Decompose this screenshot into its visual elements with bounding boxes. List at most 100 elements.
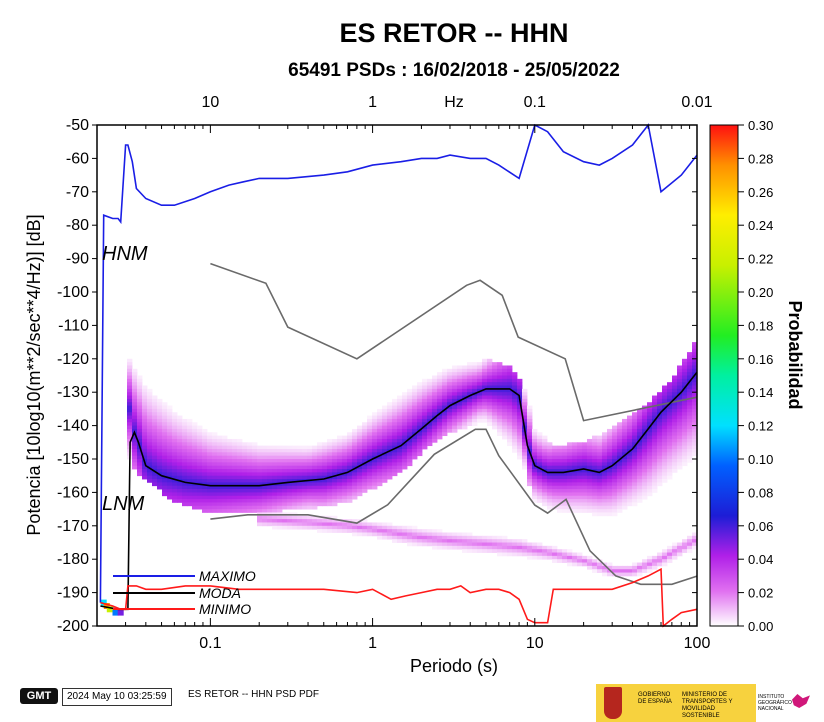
density-cell xyxy=(332,499,338,503)
density-cell xyxy=(672,435,678,440)
density-cell xyxy=(157,479,163,483)
density-cell xyxy=(137,455,143,460)
density-cell xyxy=(667,428,673,433)
density-cell xyxy=(287,459,293,463)
density-cell xyxy=(557,445,563,450)
density-cell xyxy=(322,489,328,493)
density-cell xyxy=(627,452,633,457)
density-cell xyxy=(407,459,413,463)
density-cell xyxy=(212,502,218,507)
density-cell xyxy=(627,418,633,423)
density-cell xyxy=(627,469,633,473)
density-cell xyxy=(352,522,358,527)
density-cell xyxy=(142,422,148,426)
density-cell xyxy=(662,398,668,403)
density-cell xyxy=(612,512,618,517)
density-cell xyxy=(492,405,498,410)
density-cell xyxy=(262,492,268,497)
density-cell xyxy=(417,442,423,447)
density-cell xyxy=(632,495,638,500)
density-cell xyxy=(637,442,643,447)
density-cell xyxy=(312,459,318,463)
density-cell xyxy=(272,499,278,503)
density-cell xyxy=(237,442,243,447)
density-cell xyxy=(197,469,203,473)
density-cell xyxy=(482,392,488,396)
density-cell xyxy=(552,475,558,480)
density-cell xyxy=(522,398,528,403)
ign-mark-icon xyxy=(792,694,810,708)
density-cell xyxy=(507,422,513,426)
density-cell xyxy=(557,552,563,557)
density-cell xyxy=(672,448,678,453)
density-cell xyxy=(452,378,458,383)
density-cell xyxy=(402,402,408,406)
density-cell xyxy=(627,465,633,470)
density-cell xyxy=(277,462,283,467)
density-cell xyxy=(467,535,473,540)
density-cell xyxy=(547,452,553,457)
density-cell xyxy=(137,432,143,437)
density-cell xyxy=(567,489,573,493)
density-cell xyxy=(467,375,473,380)
density-cell xyxy=(647,462,653,467)
density-cell xyxy=(197,425,203,430)
density-cell xyxy=(342,499,348,503)
density-cell xyxy=(192,425,198,430)
density-cell xyxy=(392,408,398,413)
density-cell xyxy=(502,549,508,553)
density-cell xyxy=(567,559,573,563)
density-cell xyxy=(177,455,183,460)
density-cell xyxy=(292,445,298,450)
density-cell xyxy=(422,438,428,443)
density-cell xyxy=(417,405,423,410)
density-cell xyxy=(682,392,688,396)
density-cell xyxy=(142,475,148,480)
density-cell xyxy=(497,375,503,380)
density-cell xyxy=(482,385,488,390)
density-cell xyxy=(327,489,333,493)
density-cell xyxy=(662,462,668,467)
density-cell xyxy=(612,492,618,497)
density-cell xyxy=(607,485,613,490)
density-cell xyxy=(532,485,538,490)
density-cell xyxy=(532,475,538,480)
density-cell xyxy=(612,482,618,487)
density-cell xyxy=(577,472,583,477)
density-cell xyxy=(522,445,528,450)
density-cell xyxy=(482,405,488,410)
density-cell xyxy=(202,505,208,510)
footer-timestamp: 2024 May 10 03:25:59 xyxy=(62,688,172,706)
density-cell xyxy=(382,479,388,483)
density-cell xyxy=(302,455,308,460)
density-cell xyxy=(532,455,538,460)
density-cell xyxy=(617,432,623,437)
density-cell xyxy=(307,505,313,510)
density-cell xyxy=(687,422,693,426)
density-cell xyxy=(197,438,203,443)
density-cell xyxy=(467,539,473,543)
density-cell xyxy=(402,452,408,457)
density-cell xyxy=(217,448,223,453)
density-cell xyxy=(472,375,478,380)
density-cell xyxy=(687,539,693,543)
density-cell xyxy=(522,465,528,470)
density-cell xyxy=(272,509,278,513)
density-cell xyxy=(377,408,383,413)
density-cell xyxy=(317,465,323,470)
density-cell xyxy=(552,469,558,473)
density-cell xyxy=(637,435,643,440)
density-cell xyxy=(132,402,138,406)
density-cell xyxy=(177,448,183,453)
density-cell xyxy=(127,412,133,416)
density-cell xyxy=(252,469,258,473)
density-cell xyxy=(387,452,393,457)
density-cell xyxy=(607,428,613,433)
density-cell xyxy=(327,502,333,507)
density-cell xyxy=(292,448,298,453)
density-cell xyxy=(672,388,678,393)
density-cell xyxy=(222,448,228,453)
density-cell xyxy=(667,442,673,447)
density-cell xyxy=(377,448,383,453)
density-cell xyxy=(192,452,198,457)
